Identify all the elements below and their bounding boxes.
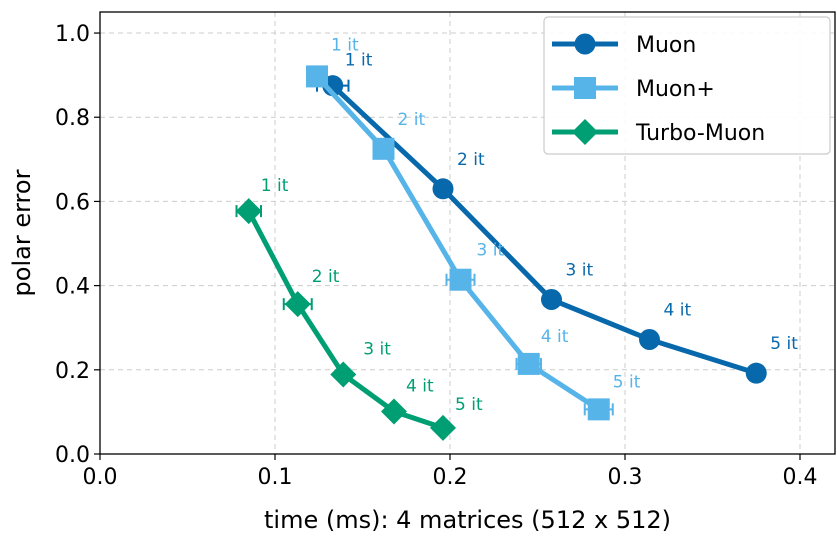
x-tick-label: 0.2 — [433, 465, 468, 490]
point-label: 3 it — [566, 261, 594, 281]
point-label: 3 it — [477, 241, 505, 261]
legend: Muon Muon+ Turbo-Muon — [543, 16, 831, 155]
legend-label: Turbo-Muon — [635, 121, 765, 146]
x-tick-label: 0.3 — [608, 465, 643, 490]
y-tick-label: 0.4 — [55, 275, 90, 300]
y-tick-label: 0.0 — [55, 443, 90, 468]
y-tick-label: 1.0 — [55, 22, 90, 47]
y-tick-label: 0.8 — [55, 106, 90, 131]
legend-label: Muon — [636, 33, 696, 58]
data-point — [306, 65, 328, 88]
point-label: 5 it — [770, 334, 798, 354]
point-label: 4 it — [541, 327, 569, 347]
legend-marker — [574, 77, 596, 99]
legend-box — [543, 16, 831, 155]
series-muon: 1 it 2 it 3 it 4 it 5 it — [316, 51, 798, 384]
axis-ticks: 0.0 0.1 0.2 0.3 0.4 0.0 0.2 0.4 0.6 0.8 1.0 — [55, 22, 818, 490]
legend-entry-turbo-muon: Turbo-Muon — [552, 119, 765, 146]
data-point — [330, 361, 357, 388]
data-point — [639, 329, 660, 351]
point-label: 5 it — [455, 395, 483, 415]
x-axis-label: time (ms): 4 matrices (512 x 512) — [264, 506, 671, 534]
plot-frame — [99, 11, 836, 455]
data-point — [284, 291, 311, 318]
legend-entry-muon: Muon — [552, 33, 696, 58]
data-point — [517, 352, 540, 375]
series-turbo-muon: 1 it 2 it 3 it 4 it 5 it — [235, 176, 483, 441]
point-label: 4 it — [664, 301, 692, 321]
data-point — [745, 362, 767, 384]
point-label: 2 it — [398, 110, 426, 130]
point-label: 4 it — [406, 376, 434, 396]
y-tick-label: 0.2 — [55, 359, 90, 384]
data-point — [381, 398, 407, 425]
legend-label: Muon+ — [636, 77, 715, 102]
point-label: 2 it — [312, 267, 340, 287]
point-label: 1 it — [331, 35, 359, 55]
data-point — [432, 178, 454, 200]
y-axis-label: polar error — [8, 169, 36, 296]
point-label: 2 it — [457, 150, 485, 170]
plot-series: 1 it 2 it 3 it 4 it 5 it 1 it 2 it 3 it 4 it 5 it… — [235, 35, 798, 441]
point-label: 1 it — [345, 51, 373, 71]
legend-marker — [574, 33, 596, 55]
data-point — [449, 268, 472, 291]
y-tick-label: 0.6 — [55, 190, 90, 215]
x-tick-label: 0.1 — [258, 465, 293, 490]
data-point — [235, 198, 262, 225]
point-label: 5 it — [613, 372, 641, 392]
x-tick-label: 0.0 — [83, 465, 118, 490]
point-label: 1 it — [261, 176, 289, 196]
point-label: 3 it — [363, 339, 391, 359]
data-point — [372, 137, 395, 160]
legend-entry-muon-: Muon+ — [552, 77, 715, 102]
data-point — [430, 414, 456, 441]
data-point — [587, 398, 610, 421]
x-tick-label: 0.4 — [783, 465, 818, 490]
series-muon-: 1 it 2 it 3 it 4 it 5 it — [306, 35, 641, 421]
data-point — [541, 289, 562, 311]
legend-marker — [572, 119, 598, 145]
